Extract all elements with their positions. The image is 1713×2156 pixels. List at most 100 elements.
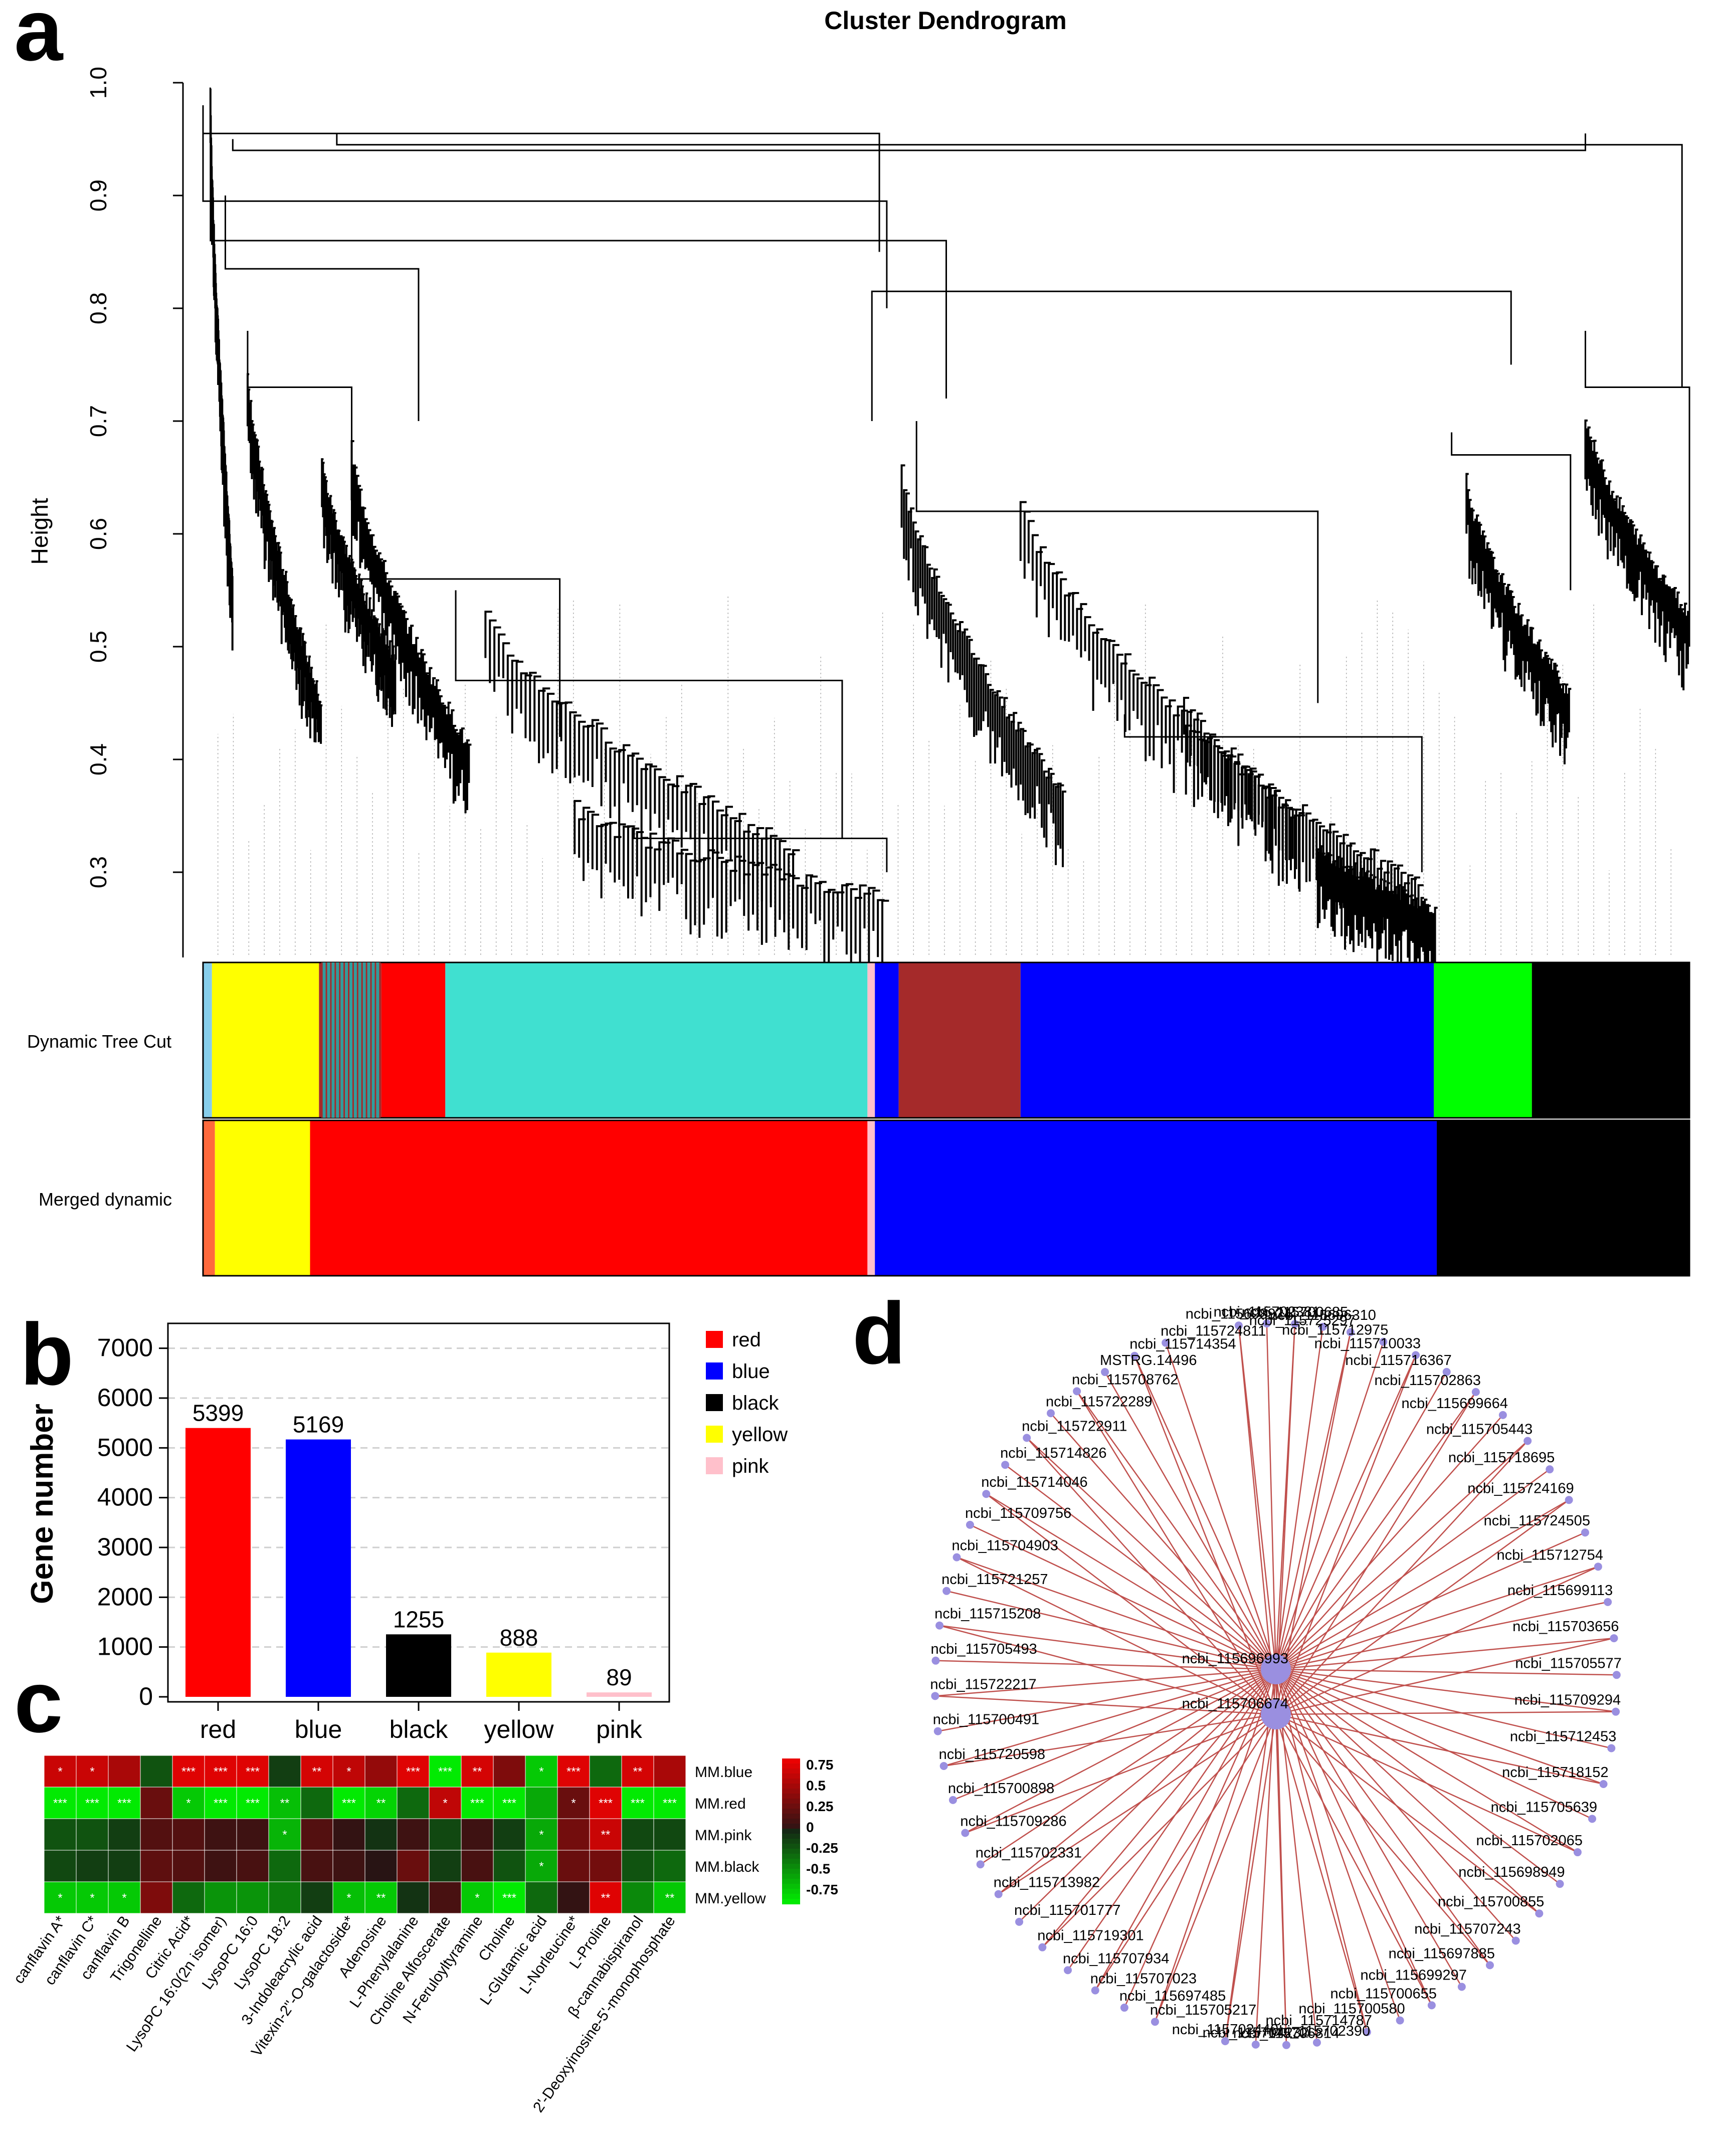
node-label: ncbi_115700855 [1438, 1894, 1544, 1910]
legend-swatch [706, 1457, 723, 1474]
y-tick-label: 6000 [97, 1384, 153, 1412]
heatmap-cell [236, 1818, 269, 1851]
network-edge [1275, 1669, 1318, 2043]
network-edge [1275, 1354, 1417, 1670]
legend-label: red [732, 1329, 761, 1351]
color-scale-step [782, 1794, 800, 1799]
track-segment [875, 1120, 1437, 1276]
network-edge [1275, 1668, 1616, 1712]
panel-b-bar-chart: Gene number 0 1000 2000 3000 4000 5000 6000 700… [25, 1322, 788, 1743]
track-segment [203, 1120, 215, 1276]
network-edge [1154, 1669, 1277, 2022]
network-node [1091, 1986, 1099, 1995]
heatmap-cell [236, 1755, 269, 1788]
color-scale-step [782, 1789, 800, 1794]
bar-pink [587, 1692, 652, 1697]
node-label: MSTRG.14496 [1100, 1352, 1197, 1368]
node-label: ncbi_115699664 [1402, 1396, 1508, 1412]
node-label: ncbi_115705493 [930, 1641, 1037, 1657]
dendrogram-branch [224, 195, 420, 421]
network-node [1607, 1744, 1616, 1752]
network-node [1599, 1780, 1608, 1788]
significance-star: ** [376, 1797, 386, 1810]
network-edge [1275, 1669, 1490, 1966]
y-tick-label: 0.8 [85, 292, 111, 324]
heatmap-cell [44, 1787, 77, 1819]
scale-label: -0.25 [806, 1840, 838, 1856]
color-scale-step [782, 1779, 800, 1784]
network-node [948, 1796, 957, 1804]
data-label: 5399 [193, 1400, 244, 1426]
heatmap-cell [653, 1787, 686, 1819]
node-label: ncbi_115702440 [1172, 2022, 1278, 2038]
network-edge [943, 1668, 1276, 1767]
network-edge [1275, 1714, 1432, 2006]
network-node [935, 1621, 944, 1630]
heatmap-cell [461, 1850, 494, 1882]
significance-star: * [282, 1828, 287, 1842]
heatmap-cell [557, 1755, 590, 1788]
dendrogram-branch [210, 128, 947, 399]
row-label: MM.pink [695, 1827, 752, 1844]
node-label: ncbi_115702065 [1476, 1833, 1583, 1849]
node-label: ncbi_115724169 [1467, 1480, 1574, 1496]
network-node [1120, 2004, 1128, 2012]
network-edge [1275, 1332, 1352, 1670]
network-edge [1275, 1499, 1570, 1715]
legend-label: blue [732, 1360, 770, 1383]
node-label: ncbi_115712453 [1510, 1728, 1616, 1744]
track-segment [867, 962, 875, 1118]
node-label: ncbi_115705639 [1491, 1799, 1597, 1815]
heatmap-cell [364, 1850, 398, 1882]
node-label: ncbi_115705577 [1515, 1655, 1621, 1671]
heatmap-cell [461, 1755, 494, 1788]
network-edge [935, 1660, 1276, 1670]
network-edge [1275, 1354, 1417, 1715]
heatmap-cell [429, 1818, 462, 1851]
dendrogram-branch [202, 128, 888, 308]
network-node [1346, 1328, 1355, 1336]
significance-star: * [346, 1765, 351, 1779]
track-segment [445, 962, 868, 1118]
network-node [1524, 1437, 1532, 1445]
track-segment [1532, 962, 1689, 1118]
network-edge [986, 1493, 1276, 1670]
network-node [1594, 1562, 1602, 1571]
heatmap-cell [172, 1881, 205, 1914]
network-node [1546, 1465, 1554, 1474]
heatmap-cell [44, 1850, 77, 1882]
network-node [1612, 1671, 1621, 1679]
node-label: ncbi_115696310 [1270, 1307, 1376, 1323]
network-edge [1275, 1669, 1561, 1885]
heatmap-cell [236, 1850, 269, 1882]
panel-letter-c: c [14, 1653, 63, 1751]
network-edge [1275, 1669, 1368, 2033]
heatmap-cell [140, 1881, 173, 1914]
node-label: ncbi_115709756 [965, 1505, 1071, 1521]
network-edge [1165, 1342, 1277, 1670]
heatmap-cell [268, 1850, 301, 1882]
significance-star: * [539, 1860, 543, 1873]
heatmap-cell [429, 1881, 462, 1914]
x-tick-label: blue [295, 1715, 342, 1743]
color-scale-step [782, 1774, 800, 1779]
network-edge [1275, 1669, 1433, 2006]
track-border [202, 1119, 1690, 1277]
legend-swatch [706, 1362, 723, 1380]
legend-label: pink [732, 1455, 769, 1477]
network-node [1073, 1387, 1081, 1396]
network-node [1573, 1848, 1582, 1857]
network-edge [953, 1668, 1276, 1801]
network-edge [957, 1556, 1276, 1670]
panel-letter-a: a [14, 0, 64, 79]
y-axis-label: Gene number [25, 1404, 60, 1604]
network-node [1427, 2001, 1436, 2010]
heatmap-cell [461, 1881, 494, 1914]
node-label: ncbi_115722217 [930, 1676, 1036, 1692]
significance-star: *** [117, 1797, 131, 1810]
node-label: ncbi_115697885 [1389, 1945, 1495, 1962]
network-node [1047, 1409, 1055, 1418]
network-edge [1255, 1669, 1277, 2045]
heatmap-cell [653, 1850, 686, 1882]
